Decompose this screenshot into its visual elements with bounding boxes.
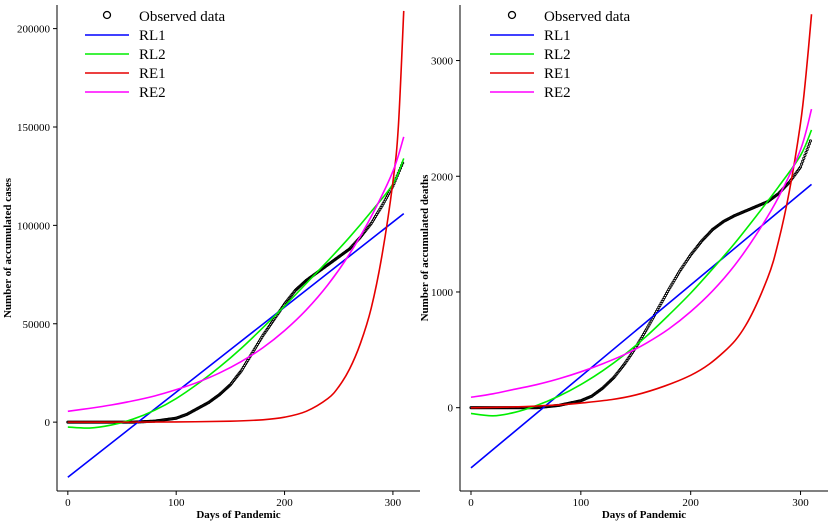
legend: Observed data RL1 RL2 RE1 RE2 (490, 9, 631, 101)
observed-point (807, 142, 811, 146)
observed-point (808, 139, 812, 143)
observed-point (803, 153, 807, 157)
observed-point (801, 159, 805, 163)
legend-label: RL1 (544, 28, 571, 44)
y-tick-label: 100000 (17, 220, 51, 232)
legend-label: RE1 (544, 66, 571, 82)
x-tick-label: 200 (682, 497, 699, 509)
series-line-rl2 (67, 158, 405, 429)
observed-point (806, 145, 810, 149)
x-axis-title: Days of Pandemic (602, 509, 686, 521)
series-line-rl1 (470, 183, 813, 469)
observed-point (804, 150, 808, 155)
x-tick-label: 200 (276, 497, 293, 509)
y-tick-label: 0 (448, 403, 454, 415)
series-line-re1 (470, 14, 813, 409)
legend-label: RE2 (139, 85, 166, 101)
x-tick-label: 300 (792, 497, 809, 509)
legend-label: Observed data (544, 9, 631, 25)
y-tick-label: 150000 (17, 122, 51, 134)
observed-point (800, 162, 804, 166)
x-tick-label: 100 (573, 497, 590, 509)
series-line-re2 (67, 136, 405, 413)
legend-label: RE1 (139, 66, 166, 82)
observed-data-series (469, 139, 812, 410)
legend-label: RL2 (544, 47, 571, 63)
series-line-rl2 (470, 129, 813, 417)
legend-label: RL1 (139, 28, 166, 44)
legend-label: RL2 (139, 47, 166, 63)
x-tick-label: 300 (385, 497, 402, 509)
legend-observed-marker (102, 10, 112, 20)
observed-point (805, 148, 809, 152)
observed-data-series (66, 161, 405, 424)
y-tick-label: 1000 (431, 287, 454, 299)
y-tick-label: 50000 (23, 319, 51, 331)
y-tick-label: 0 (45, 417, 51, 429)
legend-label: Observed data (139, 9, 226, 25)
y-tick-label: 2000 (431, 171, 454, 183)
series-line-re2 (470, 108, 813, 399)
series-line-rl1 (67, 212, 405, 478)
legend: Observed data RL1 RL2 RE1 RE2 (85, 9, 226, 101)
cases-panel: 0 100 200 300 0 50000 100000 150000 200000 Days o… (2, 5, 420, 521)
legend-observed-marker (507, 10, 517, 20)
y-axis-title: Number of accumulated deaths (419, 174, 431, 321)
legend-label: RE2 (544, 85, 571, 101)
x-tick-label: 0 (468, 497, 474, 509)
observed-point (798, 165, 803, 169)
series-line-re1 (67, 10, 405, 423)
observed-point (802, 156, 806, 160)
y-tick-label: 3000 (431, 56, 454, 68)
y-axis-title: Number of accumulated cases (2, 177, 14, 318)
y-tick-label: 200000 (17, 24, 51, 36)
x-tick-label: 100 (168, 497, 185, 509)
x-axis-title: Days of Pandemic (196, 509, 280, 521)
x-tick-label: 0 (65, 497, 71, 509)
